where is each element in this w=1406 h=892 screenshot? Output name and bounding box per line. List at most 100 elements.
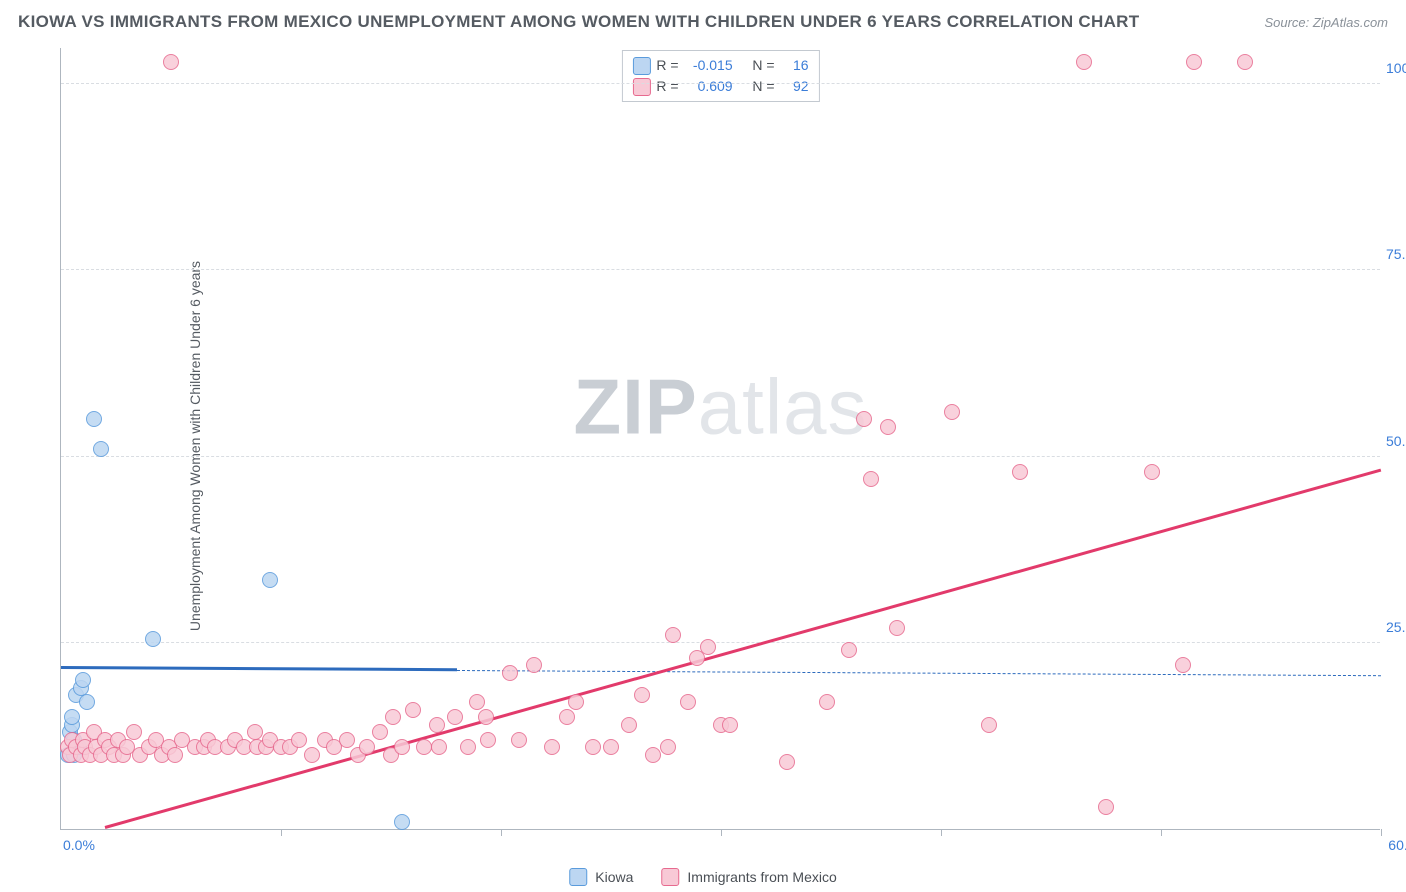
data-point [79, 694, 95, 710]
data-point [981, 717, 997, 733]
y-tick-label: 25.0% [1386, 619, 1406, 635]
data-point [944, 404, 960, 420]
y-tick-label: 50.0% [1386, 433, 1406, 449]
stat-r-value: 0.609 [685, 76, 733, 97]
y-tick-label: 100.0% [1386, 60, 1406, 76]
stat-r-value: -0.015 [685, 55, 733, 76]
data-point [431, 739, 447, 755]
data-point [291, 732, 307, 748]
x-tick [721, 829, 722, 836]
data-point [247, 724, 263, 740]
data-point [603, 739, 619, 755]
gridline [61, 456, 1380, 457]
source-attribution: Source: ZipAtlas.com [1264, 15, 1388, 30]
stat-n-value: 92 [781, 76, 809, 97]
watermark-atlas: atlas [698, 363, 868, 451]
data-point [526, 657, 542, 673]
x-tick [1381, 829, 1382, 836]
data-point [634, 687, 650, 703]
data-point [511, 732, 527, 748]
gridline [61, 83, 1380, 84]
data-point [841, 642, 857, 658]
data-point [568, 694, 584, 710]
series-legend-label: Kiowa [595, 869, 633, 885]
data-point [480, 732, 496, 748]
legend-swatch [632, 78, 650, 96]
regression-line [105, 469, 1382, 829]
regression-line [61, 666, 457, 671]
data-point [86, 411, 102, 427]
data-point [416, 739, 432, 755]
x-axis-min-label: 0.0% [63, 837, 95, 853]
data-point [1076, 54, 1092, 70]
x-tick [1161, 829, 1162, 836]
data-point [429, 717, 445, 733]
stat-r-label: R = [656, 55, 678, 76]
data-point [559, 709, 575, 725]
data-point [779, 754, 795, 770]
stat-n-value: 16 [781, 55, 809, 76]
data-point [304, 747, 320, 763]
x-tick [501, 829, 502, 836]
stat-r-label: R = [656, 76, 678, 97]
data-point [359, 739, 375, 755]
data-point [889, 620, 905, 636]
stats-legend-row: R = 0.609 N = 92 [632, 76, 808, 97]
title-row: KIOWA VS IMMIGRANTS FROM MEXICO UNEMPLOY… [18, 12, 1388, 32]
data-point [1144, 464, 1160, 480]
data-point [544, 739, 560, 755]
data-point [145, 631, 161, 647]
data-point [1237, 54, 1253, 70]
data-point [880, 419, 896, 435]
data-point [75, 672, 91, 688]
legend-swatch [632, 57, 650, 75]
data-point [863, 471, 879, 487]
data-point [405, 702, 421, 718]
data-point [1186, 54, 1202, 70]
series-legend-label: Immigrants from Mexico [687, 869, 836, 885]
watermark: ZIPatlas [573, 362, 867, 453]
data-point [700, 639, 716, 655]
series-legend-item: Kiowa [569, 868, 633, 886]
data-point [585, 739, 601, 755]
data-point [126, 724, 142, 740]
series-legend-item: Immigrants from Mexico [661, 868, 836, 886]
data-point [722, 717, 738, 733]
gridline [61, 642, 1380, 643]
data-point [167, 747, 183, 763]
data-point [394, 739, 410, 755]
watermark-zip: ZIP [573, 363, 697, 451]
data-point [262, 572, 278, 588]
data-point [372, 724, 388, 740]
stats-legend-row: R =-0.015 N =16 [632, 55, 808, 76]
stats-legend-box: R = -0.015 N = 16R = 0.609 N = 92 [621, 50, 819, 102]
x-tick [281, 829, 282, 836]
data-point [665, 627, 681, 643]
x-axis-max-label: 60.0% [1388, 837, 1406, 853]
data-point [385, 709, 401, 725]
data-point [93, 441, 109, 457]
data-point [339, 732, 355, 748]
legend-swatch [569, 868, 587, 886]
y-tick-label: 75.0% [1386, 246, 1406, 262]
chart-title: KIOWA VS IMMIGRANTS FROM MEXICO UNEMPLOY… [18, 12, 1139, 32]
data-point [856, 411, 872, 427]
data-point [460, 739, 476, 755]
data-point [660, 739, 676, 755]
data-point [819, 694, 835, 710]
gridline [61, 269, 1380, 270]
data-point [64, 709, 80, 725]
regression-line-extrapolated [457, 670, 1381, 676]
stat-n-label: N = [752, 76, 774, 97]
scatter-plot-area: ZIPatlas R = -0.015 N = 16R = 0.609 N = 92 0… [60, 48, 1380, 830]
data-point [680, 694, 696, 710]
data-point [163, 54, 179, 70]
data-point [478, 709, 494, 725]
data-point [621, 717, 637, 733]
x-tick [941, 829, 942, 836]
data-point [394, 814, 410, 830]
data-point [1098, 799, 1114, 815]
series-legend: Kiowa Immigrants from Mexico [569, 868, 837, 886]
data-point [502, 665, 518, 681]
data-point [469, 694, 485, 710]
